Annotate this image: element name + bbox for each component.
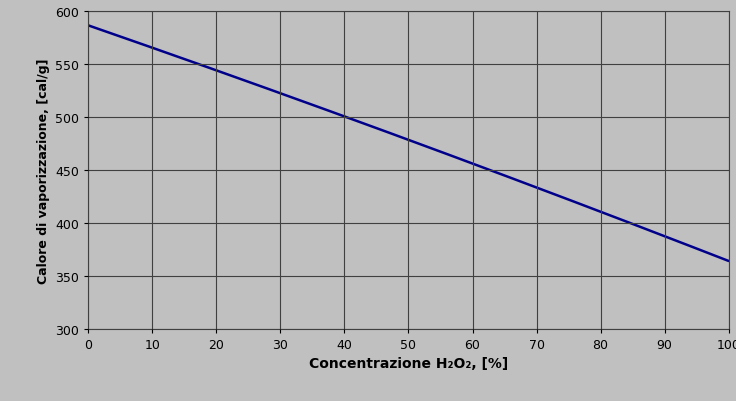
Y-axis label: Calore di vaporizzazione, [cal/g]: Calore di vaporizzazione, [cal/g] <box>37 58 50 283</box>
X-axis label: Concentrazione H₂O₂, [%]: Concentrazione H₂O₂, [%] <box>309 356 508 370</box>
